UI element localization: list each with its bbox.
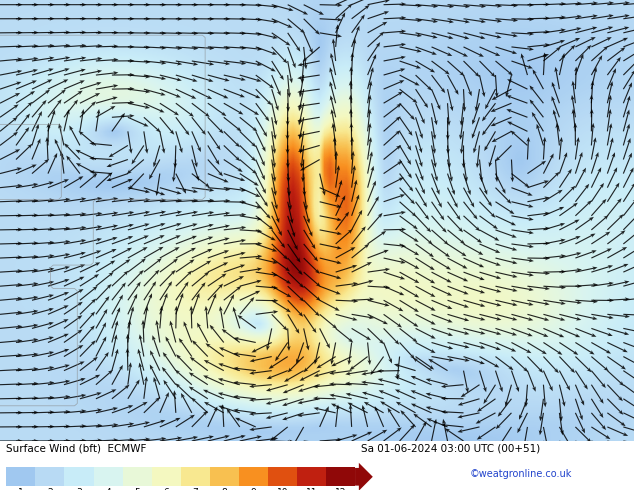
- Text: Surface Wind (bft)  ECMWF: Surface Wind (bft) ECMWF: [6, 443, 146, 453]
- Bar: [6, 467, 36, 486]
- Bar: [297, 467, 326, 486]
- Text: 6: 6: [164, 488, 169, 490]
- Bar: [210, 467, 239, 486]
- Text: 4: 4: [105, 488, 111, 490]
- Text: 7: 7: [192, 488, 198, 490]
- Bar: [181, 467, 210, 486]
- Bar: [326, 467, 355, 486]
- Bar: [65, 467, 94, 486]
- Text: 3: 3: [76, 488, 82, 490]
- Text: ©weatgronline.co.uk: ©weatgronline.co.uk: [469, 469, 571, 479]
- Text: 12: 12: [335, 488, 346, 490]
- Text: Sa 01-06-2024 03:00 UTC (00+51): Sa 01-06-2024 03:00 UTC (00+51): [361, 443, 541, 453]
- Text: 9: 9: [250, 488, 256, 490]
- Text: 1: 1: [18, 488, 23, 490]
- Bar: [239, 467, 268, 486]
- Text: 8: 8: [221, 488, 227, 490]
- Text: 10: 10: [276, 488, 288, 490]
- Bar: [94, 467, 122, 486]
- Text: 11: 11: [306, 488, 317, 490]
- Text: 2: 2: [47, 488, 53, 490]
- Bar: [268, 467, 297, 486]
- Bar: [152, 467, 181, 486]
- Bar: [36, 467, 65, 486]
- Text: 5: 5: [134, 488, 140, 490]
- FancyArrow shape: [355, 463, 373, 490]
- Bar: [122, 467, 152, 486]
